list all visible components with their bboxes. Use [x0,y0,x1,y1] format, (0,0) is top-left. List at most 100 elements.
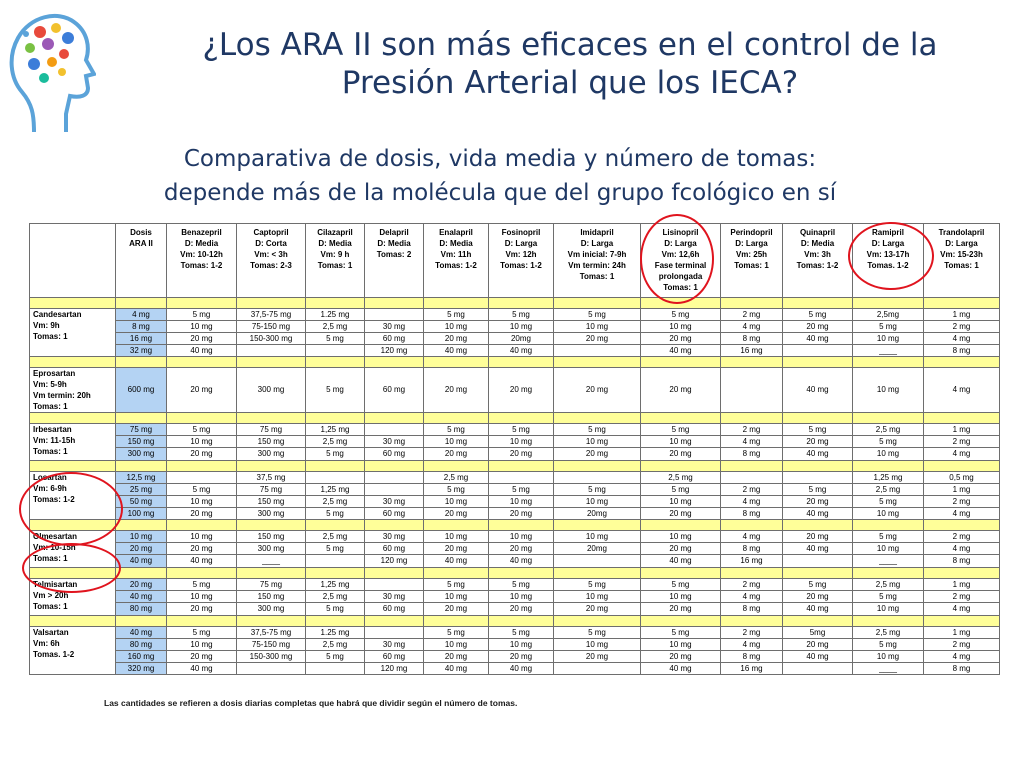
separator-cell [166,567,237,579]
separator-cell [488,297,554,309]
separator-cell [782,460,853,472]
ieca-dose-cell: 40 mg [782,602,853,616]
table.columns.1-line: D: Media [184,239,219,248]
ieca-dose-cell: 5 mg [305,332,365,345]
ieca-dose-cell: 300 mg [236,542,306,555]
ieca-dose-cell: 20 mg [166,332,237,345]
ieca-dose-cell: 8 mg [720,650,783,663]
separator-cell [553,519,641,531]
ara-dose-cell: 10 mg [115,530,167,543]
separator-cell [923,567,1000,579]
separator-cell [923,356,1000,368]
table-row: 40 mg 10 mg 150 mg 2,5 mg 30 mg 10 mg 10 mg 10 … [30,590,1000,603]
ieca-dose-cell: 10 mg [852,650,924,663]
separator-cell [115,412,167,424]
ieca-dose-cell: 120 mg [364,662,424,675]
ieca-dose-cell [720,367,783,413]
ieca-dose-cell: 10 mg [423,435,489,448]
ieca-dose-cell: 2 mg [923,320,1000,333]
ieca-dose-cell [236,662,306,675]
ieca-dose-cell: 8 mg [720,507,783,520]
ieca-dose-cell: 20 mg [782,495,853,508]
ieca-dose-cell: 10 mg [166,495,237,508]
ieca-dose-cell: 4 mg [720,320,783,333]
separator-cell [115,356,167,368]
ieca-dose-cell: 5 mg [553,308,641,321]
ieca-dose-cell: 60 mg [364,507,424,520]
ieca-dose-cell [364,483,424,496]
ieca-dose-cell: 40 mg [166,344,237,357]
ieca-dose-cell: 2,5 mg [852,423,924,436]
separator-cell [488,519,554,531]
table-row: 80 mg 10 mg 75-150 mg 2,5 mg 30 mg 10 mg 10 mg… [30,638,1000,651]
table.groups.6.label-line: Vm: 6h [33,639,60,648]
header-corner-cell [29,223,116,298]
ieca-dose-cell [553,554,641,568]
ieca-dose-cell: 5 mg [553,626,641,639]
ieca-dose-cell: 60 mg [364,602,424,616]
ieca-dose-cell: 2,5 mg [305,495,365,508]
ara-dose-cell: 32 mg [115,344,167,357]
table.columns.3-line: Tomas: 1 [317,261,353,270]
table.columns.6-line: Vm: 12h [505,250,537,259]
ieca-dose-cell: 5 mg [782,578,853,591]
ieca-dose-cell: 5 mg [305,650,365,663]
ieca-dose-cell [782,471,853,484]
ieca-dose-cell: 150 mg [236,530,306,543]
ieca-dose-cell: 1 mg [923,483,1000,496]
table.groups.2.label-line: Vm: 11-15h [33,436,76,445]
highlight-circle-lisinopril [640,214,714,304]
ieca-dose-cell: 30 mg [364,590,424,603]
table-row: Losartan Vm: 6-9h Tomas: 1-2 12,5 mg 37,5 mg… [29,471,1000,520]
ieca-dose-cell: 10 mg [553,495,641,508]
table.columns.12-line: Tomas: 1 [944,261,979,270]
table.columns.6-line: D: Larga [504,239,538,248]
ieca-dose-cell [720,471,783,484]
group-label-cell: Valsartan Vm: 6h Tomas. 1-2 [29,626,116,675]
ara-dose-cell: 75 mg [115,423,167,436]
ieca-dose-cell: 10 mg [553,320,641,333]
table.columns.3-line: Vm: 9 h [320,250,350,259]
table.columns.1-line: Vm: 10-12h [180,250,223,259]
ieca-dose-cell: 120 mg [364,344,424,357]
ieca-dose-cell: 10 mg [423,320,489,333]
separator-row [29,567,1000,579]
ieca-dose-cell: 4 mg [720,530,783,543]
ieca-dose-cell: ____ [236,554,306,568]
separator-cell [115,519,167,531]
table.columns.3-line: Cilazapril [317,228,353,237]
separator-cell [720,519,783,531]
ieca-dose-cell [166,471,237,484]
ieca-dose-cell: 30 mg [364,320,424,333]
ieca-dose-cell: 75 mg [236,578,306,591]
table.groups.2.label-line: Irbesartan [33,425,72,434]
ieca-dose-cell: 10 mg [488,638,554,651]
ieca-dose-cell: 5 mg [640,423,721,436]
ieca-dose-cell: 8 mg [923,554,1000,568]
separator-cell [29,615,116,627]
ieca-dose-cell: 20 mg [423,650,489,663]
table.columns.4-line: D: Media [377,239,411,248]
separator-row [29,412,1000,424]
table.columns.3-line: D: Media [318,239,352,248]
table.columns.5-line: Enalapril [439,228,473,237]
table.columns.2-line: Tomas: 2-3 [250,261,292,270]
ieca-dose-cell: 5 mg [305,602,365,616]
table.columns.7-line: Tomas: 1 [579,272,615,281]
table.columns.10-line: Tomas: 1-2 [796,261,839,270]
separator-cell [115,567,167,579]
separator-cell [29,460,116,472]
ieca-dose-cell [364,308,424,321]
ieca-dose-cell: 10 mg [553,435,641,448]
table.groups.2.label-line: Tomas: 1 [33,447,68,456]
ieca-dose-cell: 5 mg [423,423,489,436]
table.columns.6-line: Tomas: 1-2 [500,261,542,270]
separator-cell [852,615,924,627]
separator-cell [364,519,424,531]
ieca-dose-cell: 5 mg [166,423,237,436]
table-row: 160 mg 20 mg 150-300 mg 5 mg 60 mg 20 mg 20 mg… [30,650,1000,663]
ieca-dose-cell: 5 mg [852,435,924,448]
ieca-dose-cell: 5 mg [852,495,924,508]
table.groups.0.label-line: Candesartan [33,310,82,319]
